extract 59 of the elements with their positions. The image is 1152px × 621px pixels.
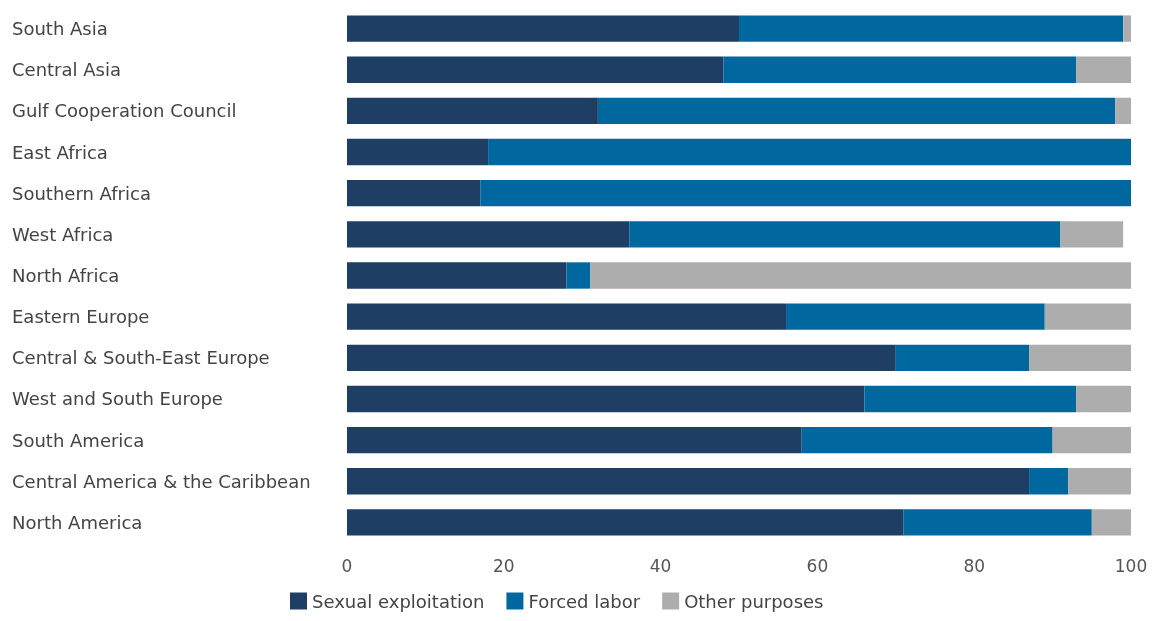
bar [1060, 221, 1124, 248]
bar [347, 468, 1030, 495]
bar [1068, 468, 1131, 495]
bar [1123, 15, 1131, 42]
y-tick-label: Central Asia [12, 59, 121, 81]
bar [1115, 97, 1131, 125]
bar [347, 344, 896, 371]
bar [347, 97, 598, 125]
y-tick-label: Eastern Europe [12, 306, 150, 328]
bar [566, 262, 591, 289]
bar [347, 426, 802, 454]
bar [347, 56, 724, 83]
x-tick-label: 100 [1114, 555, 1148, 576]
y-tick-label: Central America & the Caribbean [12, 470, 311, 492]
y-tick-label: North America [12, 511, 143, 533]
bar [864, 385, 1077, 413]
y-tick-label: Gulf Cooperation Council [12, 100, 237, 122]
bar [347, 180, 481, 207]
bar [1044, 303, 1131, 330]
bar [895, 344, 1030, 371]
bar [723, 56, 1077, 83]
bar [1029, 344, 1131, 371]
bar [347, 385, 865, 413]
bar [903, 509, 1092, 536]
bar [347, 262, 567, 289]
y-tick-label: East Africa [12, 141, 108, 163]
bar [597, 97, 1116, 125]
y-tick-label: Southern Africa [12, 182, 151, 204]
bar [347, 509, 904, 536]
bar [347, 138, 489, 166]
x-tick-label: 40 [649, 555, 672, 576]
bar [590, 262, 1131, 289]
x-tick-label: 20 [492, 555, 515, 576]
bar [786, 303, 1045, 330]
bar [1052, 426, 1131, 454]
y-tick-label: Central & South-East Europe [12, 347, 270, 369]
bar [347, 221, 630, 248]
legend-label: Sexual exploitation [312, 590, 485, 612]
bar [347, 303, 787, 330]
x-tick-label: 80 [963, 555, 986, 576]
legend-label: Forced labor [528, 590, 641, 612]
bar [1076, 56, 1131, 83]
bar [488, 138, 1131, 166]
bar [801, 426, 1053, 454]
y-tick-label: North Africa [12, 265, 120, 286]
bar [480, 180, 1131, 207]
y-tick-label: South Asia [12, 18, 108, 40]
bar [347, 15, 739, 42]
y-tick-label: South America [12, 429, 145, 451]
y-tick-label: West Africa [12, 223, 114, 245]
legend-label: Other purposes [684, 590, 824, 612]
bar [629, 221, 1061, 248]
bar [739, 15, 1124, 42]
bar [1091, 509, 1131, 536]
x-tick-label: 60 [806, 555, 829, 576]
x-tick-label: 0 [341, 555, 353, 576]
y-tick-label: West and South Europe [12, 388, 223, 410]
bar [1076, 385, 1131, 413]
bar [1029, 468, 1069, 495]
